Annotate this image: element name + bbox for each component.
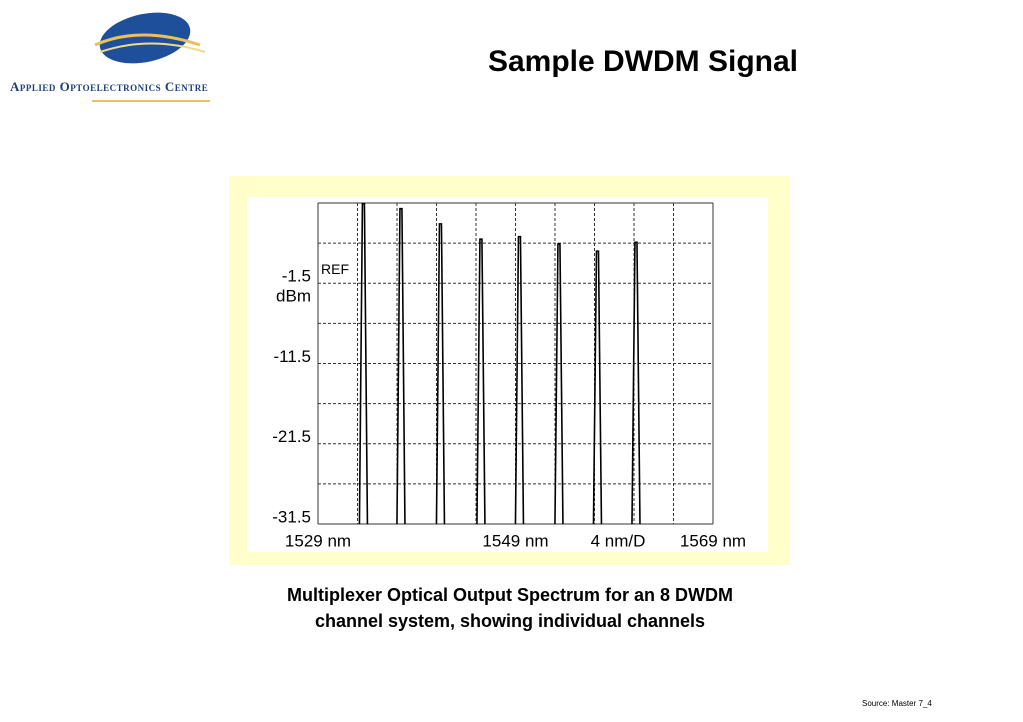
y-tick-label: -31.5	[272, 507, 311, 526]
logo-swoosh	[99, 42, 206, 53]
y-tick-label: -1.5	[282, 267, 311, 286]
channel-peak	[592, 250, 603, 525]
y-unit: dBm	[276, 287, 311, 306]
channel-peak	[631, 241, 641, 525]
channel-peak	[358, 203, 369, 525]
footer: Source: Master 7_4	[862, 699, 932, 708]
channel-peak	[476, 238, 486, 525]
x-tick-label: 1569 nm	[680, 531, 746, 550]
caption-line: Multiplexer Optical Output Spectrum for …	[287, 585, 733, 605]
logo-ellipse	[99, 12, 191, 64]
logo-swoosh	[94, 33, 201, 47]
channel-peak	[396, 207, 406, 525]
channel-peak	[435, 223, 446, 525]
channel-peak	[514, 235, 525, 525]
y-tick-label: -21.5	[272, 427, 311, 446]
caption-line: channel system, showing individual chann…	[315, 611, 705, 631]
figure-panel	[247, 197, 768, 552]
logo: Applied Optoelectronics Centre	[10, 12, 210, 102]
x-tick-label: 1549 nm	[482, 531, 548, 550]
slide-title: Sample DWDM Signal	[488, 45, 798, 78]
logo-text: Applied Optoelectronics Centre	[10, 79, 208, 94]
y-tick-label: -11.5	[274, 347, 312, 366]
x-tick-label: 1529 nm	[285, 531, 351, 550]
channel-peak	[554, 243, 564, 525]
ref-label: REF	[321, 261, 349, 277]
x-scale-label: 4 nm/D	[591, 531, 646, 550]
